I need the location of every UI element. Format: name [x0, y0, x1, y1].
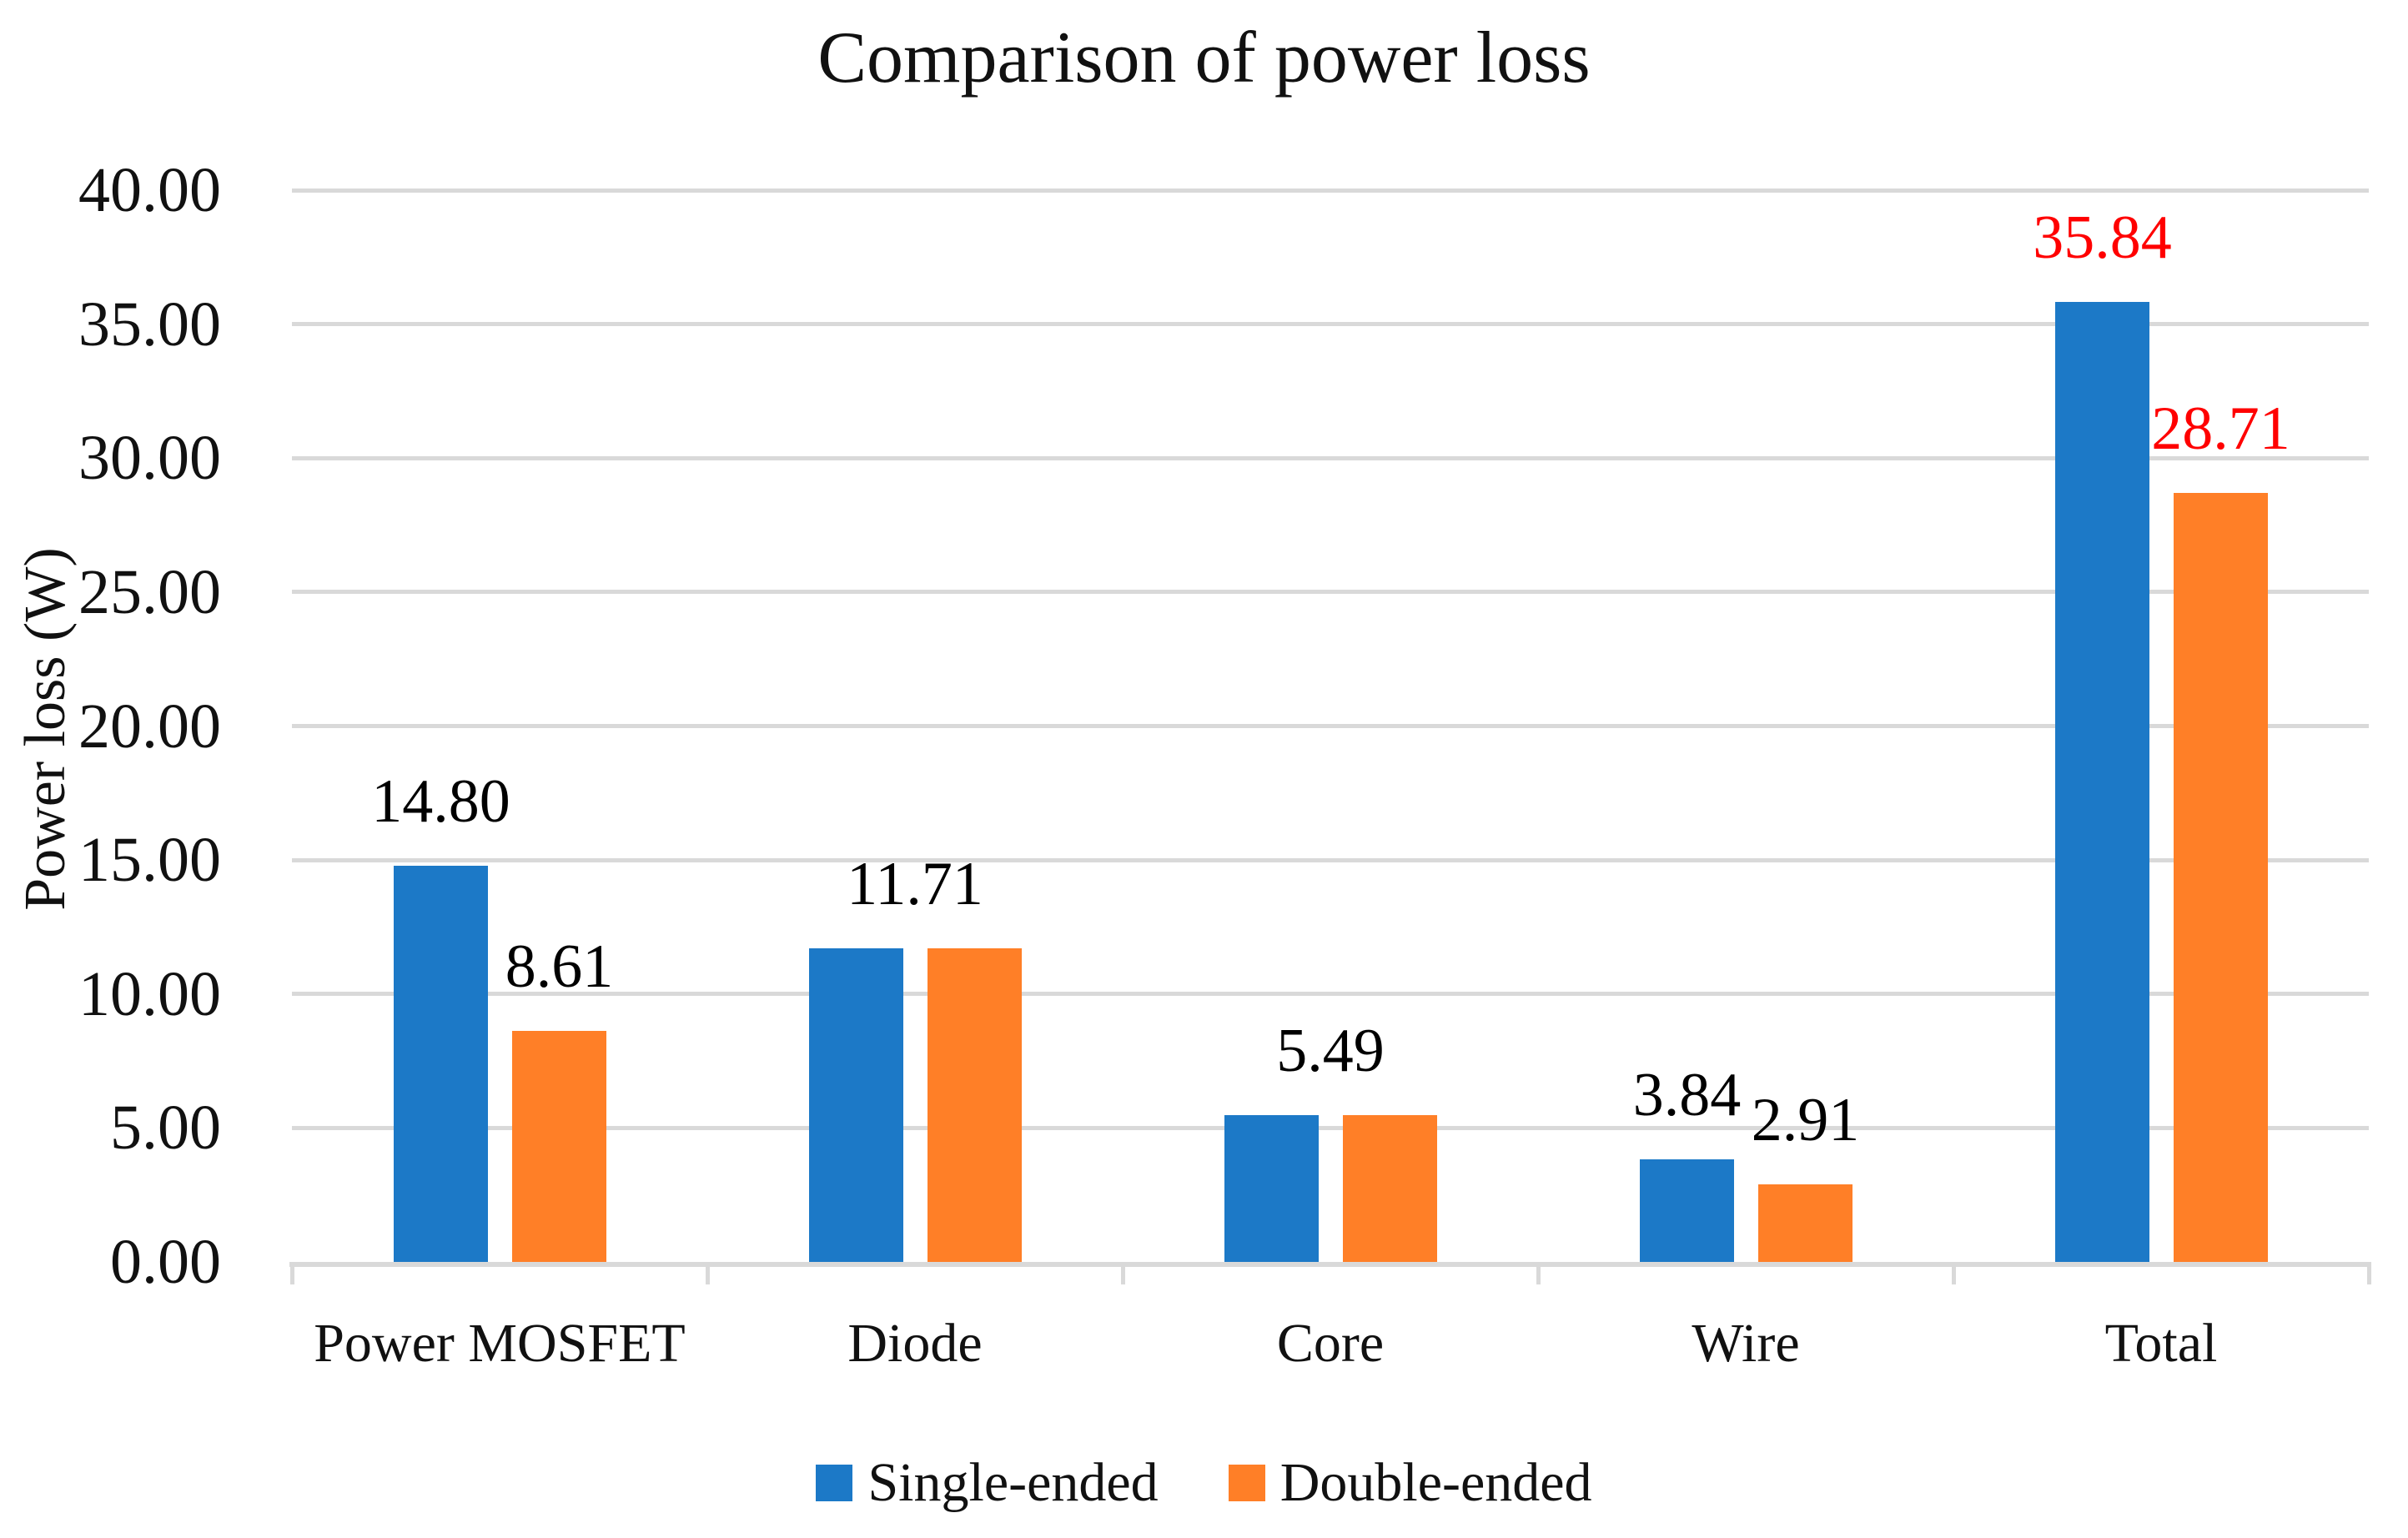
- x-axis-tick-4: [1951, 1262, 1956, 1284]
- data-label-single-ended-power-mosfet: 14.80: [371, 766, 510, 836]
- y-tick-label-20.00: 20.00: [78, 691, 221, 761]
- x-axis-tick-2: [1120, 1262, 1125, 1284]
- legend-item-double-ended: Double-ended: [1228, 1452, 1592, 1514]
- bar-double-ended-diode: [928, 947, 1022, 1262]
- y-tick-label-10.00: 10.00: [78, 958, 221, 1029]
- gridline-20.00: [292, 724, 2369, 728]
- x-axis-tick-5: [2366, 1262, 2371, 1284]
- gridline-40.00: [292, 188, 2369, 193]
- gridline-30.00: [292, 455, 2369, 460]
- legend-swatch-single-ended-icon: [816, 1465, 853, 1502]
- bar-single-ended-wire: [1640, 1159, 1734, 1262]
- legend-label-double-ended: Double-ended: [1279, 1452, 1592, 1513]
- x-axis-tick-1: [705, 1262, 710, 1284]
- data-label-single-ended-core: 5.49: [1276, 1016, 1385, 1085]
- legend-item-single-ended: Single-ended: [816, 1452, 1159, 1514]
- x-axis-tick-0: [289, 1262, 294, 1284]
- y-tick-label-25.00: 25.00: [78, 556, 221, 627]
- gridline-5.00: [292, 1125, 2369, 1130]
- category-label-wire: Wire: [1692, 1313, 1800, 1374]
- category-label-diode: Diode: [847, 1313, 983, 1374]
- category-label-power-mosfet: Power MOSFET: [314, 1313, 686, 1374]
- y-tick-label-40.00: 40.00: [78, 155, 221, 225]
- y-tick-label-35.00: 35.00: [78, 289, 221, 359]
- x-axis-category-labels: Power MOSFET Diode Core Wire Total: [292, 1313, 2369, 1389]
- bar-single-ended-total: [2055, 301, 2149, 1262]
- bar-single-ended-power-mosfet: [394, 865, 488, 1262]
- gridline-25.00: [292, 590, 2369, 595]
- data-label-single-ended-wire: 3.84: [1632, 1060, 1742, 1129]
- data-label-single-ended-diode: 11.71: [847, 849, 983, 918]
- bar-double-ended-wire: [1758, 1184, 1853, 1262]
- chart-title: Comparison of power loss: [817, 18, 1591, 98]
- y-axis-tick-labels: 0.00 5.00 10.00 15.00 20.00 25.00 30.00 35.00 40…: [0, 158, 221, 1294]
- legend-label-single-ended: Single-ended: [867, 1452, 1159, 1513]
- y-tick-label-5.00: 5.00: [110, 1093, 221, 1164]
- y-tick-label-15.00: 15.00: [78, 825, 221, 896]
- bar-double-ended-core: [1343, 1114, 1437, 1262]
- legend: Single-ended Double-ended: [0, 1452, 2408, 1514]
- data-label-double-ended-power-mosfet: 8.61: [505, 932, 614, 1002]
- category-label-core: Core: [1276, 1313, 1385, 1374]
- data-label-single-ended-total: 35.84: [2033, 203, 2172, 272]
- bar-double-ended-power-mosfet: [512, 1031, 606, 1262]
- legend-swatch-double-ended-icon: [1228, 1465, 1265, 1502]
- data-label-double-ended-total: 28.71: [2151, 394, 2290, 463]
- y-tick-label-0.00: 0.00: [110, 1227, 221, 1297]
- category-label-total: Total: [2104, 1313, 2218, 1374]
- bar-single-ended-core: [1224, 1114, 1319, 1262]
- x-axis-tick-3: [1536, 1262, 1541, 1284]
- bar-double-ended-total: [2174, 492, 2268, 1262]
- gridline-15.00: [292, 857, 2369, 862]
- gridline-10.00: [292, 992, 2369, 997]
- data-label-double-ended-wire: 2.91: [1751, 1085, 1860, 1154]
- plot-area: 14.80 11.71 5.49 3.84 35.84 8.61 2.91 28.71: [292, 188, 2369, 1262]
- bar-single-ended-diode: [809, 947, 903, 1262]
- gridline-35.00: [292, 322, 2369, 327]
- x-axis-line: [289, 1262, 2371, 1267]
- y-tick-label-30.00: 30.00: [78, 423, 221, 494]
